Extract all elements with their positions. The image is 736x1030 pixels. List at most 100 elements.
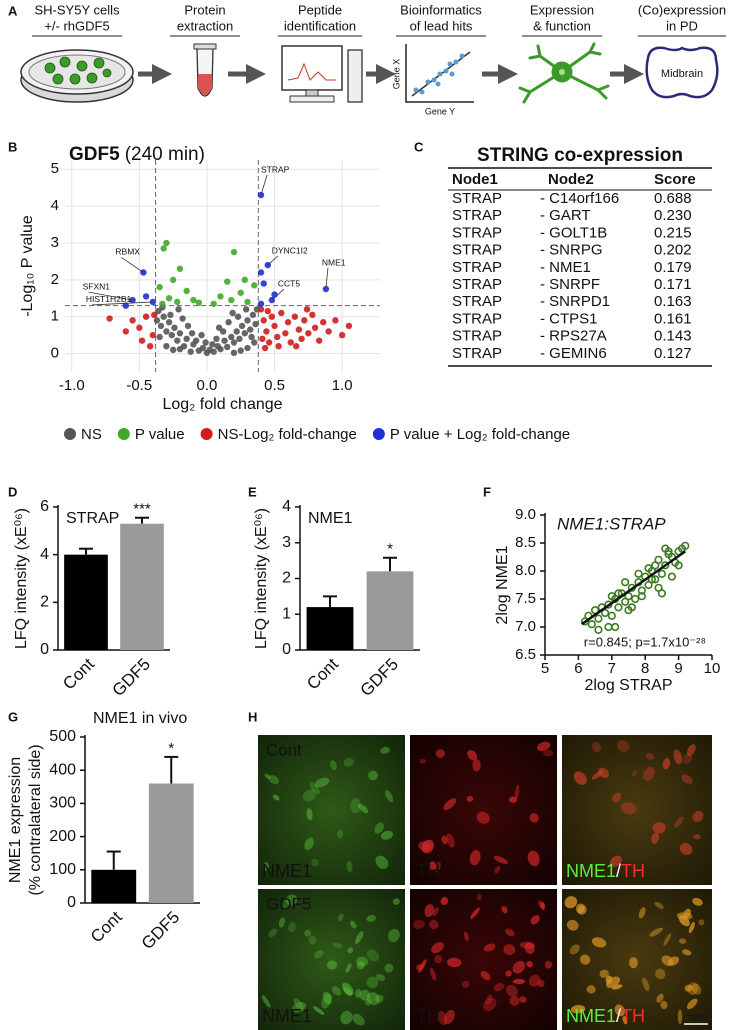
step-title: Bioinformatics bbox=[400, 2, 482, 17]
cell bbox=[263, 861, 269, 871]
y-tick-label: 9.0 bbox=[515, 506, 536, 523]
point bbox=[192, 337, 200, 344]
point bbox=[174, 337, 181, 344]
cell bbox=[691, 983, 702, 995]
cell bbox=[684, 984, 693, 992]
point bbox=[634, 569, 643, 578]
point bbox=[275, 342, 282, 350]
cell bbox=[512, 960, 526, 974]
point bbox=[174, 298, 181, 306]
x-axis-label: Log₂ fold change bbox=[162, 396, 282, 413]
cell bbox=[392, 898, 400, 905]
point bbox=[292, 342, 300, 350]
cell bbox=[356, 956, 369, 967]
point bbox=[169, 276, 177, 284]
point bbox=[260, 317, 267, 324]
point bbox=[260, 280, 267, 287]
point bbox=[225, 319, 232, 326]
y-tick-label: 0 bbox=[282, 641, 291, 658]
cell bbox=[375, 855, 389, 870]
cell bbox=[514, 784, 520, 799]
cell bbox=[380, 746, 390, 754]
table-cell: - GART bbox=[540, 207, 591, 224]
channel-label: TH bbox=[621, 861, 645, 881]
point bbox=[311, 324, 319, 331]
point bbox=[190, 296, 197, 304]
table-cell: - RPS27A bbox=[540, 328, 607, 345]
table-cell: STRAP bbox=[452, 310, 502, 327]
point bbox=[674, 561, 683, 570]
point bbox=[637, 586, 646, 595]
micrograph bbox=[258, 889, 405, 1030]
point bbox=[213, 335, 220, 343]
table-cell: 0.143 bbox=[654, 328, 692, 345]
point bbox=[138, 337, 146, 344]
point bbox=[151, 311, 158, 319]
cell bbox=[268, 928, 278, 938]
cell bbox=[302, 789, 316, 802]
cell bbox=[656, 993, 664, 1003]
point bbox=[183, 287, 190, 295]
cell bbox=[355, 930, 364, 945]
significance: * bbox=[168, 740, 174, 757]
point bbox=[244, 298, 251, 306]
point bbox=[230, 349, 238, 357]
table-cell: 0.161 bbox=[654, 310, 692, 327]
separator: / bbox=[616, 861, 621, 881]
cell bbox=[586, 985, 596, 994]
y-axis-label: LFQ intensity (xE⁰⁶) bbox=[253, 508, 270, 649]
table-cell: STRAP bbox=[452, 259, 502, 276]
cell bbox=[617, 739, 630, 752]
table-cell: STRAP bbox=[452, 190, 502, 207]
table-title: STRING co-expression bbox=[477, 145, 683, 166]
point bbox=[129, 317, 136, 324]
point bbox=[233, 328, 240, 335]
table-cell: - CTPS1 bbox=[540, 310, 598, 327]
point bbox=[184, 322, 192, 330]
point bbox=[136, 324, 143, 331]
cell bbox=[337, 829, 344, 839]
step-title: Expression bbox=[530, 2, 594, 17]
cell bbox=[503, 944, 516, 955]
title: GDF5 bbox=[69, 144, 120, 165]
cell bbox=[591, 937, 607, 948]
cell bbox=[569, 944, 580, 955]
point bbox=[604, 622, 613, 632]
point bbox=[601, 608, 610, 618]
annotation: STRAP bbox=[261, 164, 290, 174]
cell bbox=[437, 1010, 447, 1026]
panel-label: E bbox=[248, 484, 257, 499]
cell bbox=[662, 757, 671, 770]
point bbox=[168, 331, 176, 339]
bar bbox=[148, 783, 194, 903]
x-tick-label: 0.0 bbox=[197, 377, 218, 394]
cell bbox=[651, 832, 659, 844]
cell bbox=[384, 963, 394, 973]
cell bbox=[679, 938, 687, 944]
cell bbox=[375, 994, 384, 1003]
table-cell: STRAP bbox=[452, 328, 502, 345]
cell bbox=[429, 967, 437, 981]
bar bbox=[306, 607, 354, 650]
cell bbox=[424, 903, 435, 918]
cell bbox=[654, 901, 664, 909]
cell bbox=[676, 912, 693, 920]
point bbox=[236, 335, 243, 343]
point bbox=[163, 342, 170, 350]
fit-line bbox=[581, 550, 686, 626]
cell bbox=[682, 949, 692, 956]
cell bbox=[338, 913, 344, 922]
cell bbox=[698, 919, 705, 926]
y-axis-label: -Log₁₀ P value bbox=[19, 215, 36, 317]
point bbox=[614, 603, 623, 612]
annotation: RBMX bbox=[115, 247, 140, 257]
legend-marker bbox=[372, 428, 385, 440]
legend-marker bbox=[64, 428, 76, 440]
cell bbox=[686, 998, 698, 1010]
channel-label: NME1 bbox=[262, 1006, 312, 1026]
y-tick-label: 2 bbox=[282, 570, 291, 587]
cell bbox=[564, 896, 578, 909]
micrograph bbox=[562, 735, 712, 885]
y-tick-label: 0 bbox=[40, 641, 49, 658]
